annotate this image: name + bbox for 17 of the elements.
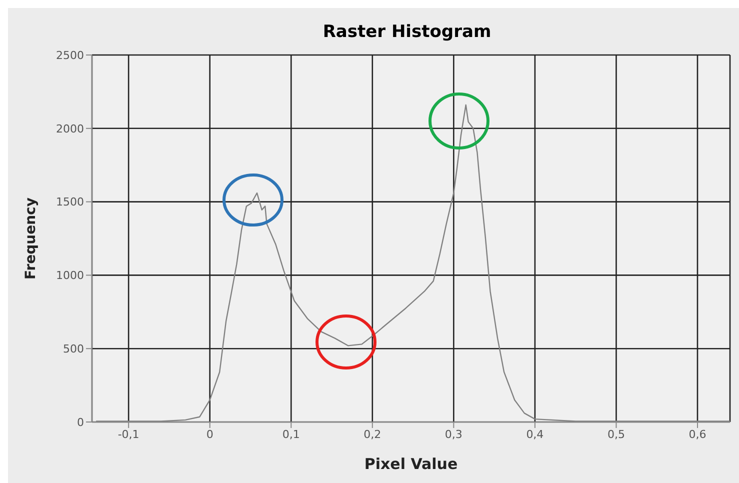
y-axis-title: Frequency	[22, 198, 39, 280]
y-tick-label: 1500	[56, 196, 84, 209]
y-tick-label: 2000	[56, 122, 84, 136]
x-tick-label: 0,1	[282, 428, 300, 441]
x-tick-label: 0,5	[607, 428, 625, 441]
x-tick-label: 0	[206, 428, 214, 441]
y-tick-label: 500	[63, 342, 84, 356]
y-tick-label: 0	[77, 416, 84, 429]
y-tick-label: 1000	[56, 269, 84, 282]
y-tick-label: 2500	[56, 48, 84, 62]
x-tick-label: 0,2	[364, 428, 382, 441]
x-axis-title: Pixel Value	[364, 455, 458, 473]
x-tick-label: 0,3	[444, 428, 462, 441]
x-tick-label: 0,6	[688, 428, 706, 441]
chart-title: Raster Histogram	[322, 22, 492, 42]
x-tick-label: -0,1	[118, 428, 140, 441]
x-tick-label: 0,4	[526, 428, 544, 441]
